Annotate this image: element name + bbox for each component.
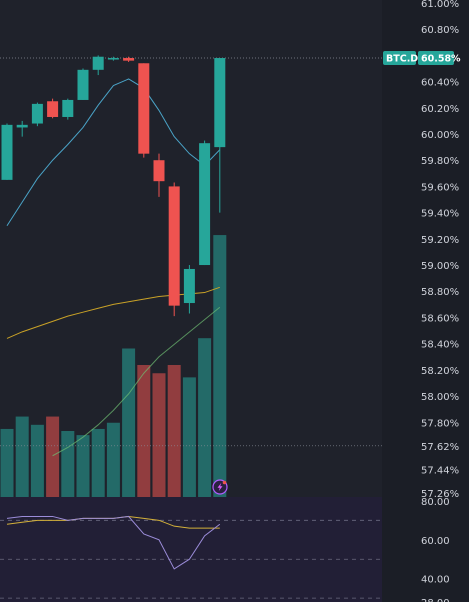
candle-body (1, 124, 13, 180)
price-tick-label: 60.00% (421, 130, 459, 141)
volume-bar (182, 377, 196, 497)
candle-body (62, 99, 74, 117)
volume-bar (167, 365, 181, 497)
volume-bar (15, 416, 29, 497)
volume-bar (91, 428, 105, 497)
volume-bar (30, 424, 44, 497)
volume-bar (213, 235, 227, 497)
price-axis: 61.00% 60.80% 60.40% 60.20% 60.00% 59.80% 59.6… (383, 0, 461, 602)
price-tick-label: 57.80% (421, 418, 459, 429)
last-value-badge (418, 51, 454, 66)
volume-ma-line (52, 306, 221, 457)
last-value-label: 60.58% (421, 54, 461, 65)
candle-body (47, 101, 59, 117)
price-tick-label: 59.80% (421, 156, 459, 167)
rsi-tick-label: 28.00 (421, 598, 450, 602)
volume-bar (46, 416, 60, 497)
candle-body (77, 69, 89, 100)
rsi-tick-label: 80.00 (421, 497, 450, 508)
price-layer (0, 55, 382, 447)
candle-body (168, 186, 180, 306)
candle-body (92, 56, 104, 70)
symbol-badge (383, 51, 416, 66)
price-axis-background (382, 0, 469, 602)
ma-short-line (6, 78, 221, 226)
candle-body (183, 268, 195, 304)
candle-body (199, 143, 211, 266)
volume-bar (137, 365, 151, 497)
candle-body (16, 124, 28, 128)
rsi-tick-label: 40.00 (421, 575, 450, 586)
price-tick-label: 60.80% (421, 25, 459, 36)
price-tick-label: 60.40% (421, 78, 459, 89)
price-tick-label: 58.20% (421, 366, 459, 377)
volume-bar (0, 428, 14, 497)
candle-body (107, 58, 119, 60)
volume-bar (152, 373, 166, 497)
price-tick-label: 59.60% (421, 182, 459, 193)
price-tick-label: 57.44% (421, 465, 459, 476)
volume-bar (198, 338, 212, 497)
price-tick-label: 58.40% (421, 340, 459, 351)
volume-bar (106, 422, 120, 497)
volume-bar (76, 435, 90, 497)
volume-bar (61, 431, 75, 497)
symbol-badge-label: BTC.D (386, 54, 418, 65)
rsi-line (6, 515, 221, 570)
rsi-layer (0, 515, 382, 599)
rsi-tick-label: 60.00 (421, 536, 450, 547)
price-tick-label: 58.00% (421, 392, 459, 403)
price-tick-label: 60.20% (421, 104, 459, 115)
price-tick-label: 59.40% (421, 209, 459, 220)
price-tick-label: 57.26% (421, 489, 459, 500)
candle-body (214, 58, 226, 148)
price-tick-label: 58.60% (421, 313, 459, 324)
volume-layer (0, 235, 227, 497)
volume-bar (122, 348, 136, 497)
price-tick-label: 59.00% (421, 261, 459, 272)
price-tick-label: 59.20% (421, 235, 459, 246)
price-tick-label: 57.62% (421, 442, 459, 453)
price-tick-label: 61.00% (421, 0, 459, 10)
candle-body (31, 103, 43, 124)
candle-body (153, 160, 165, 182)
price-tick-label: 58.80% (421, 287, 459, 298)
rsi-pane-background (0, 497, 382, 602)
alert-icon[interactable] (212, 479, 228, 495)
candle-body (138, 63, 150, 154)
candle-body (123, 58, 135, 61)
